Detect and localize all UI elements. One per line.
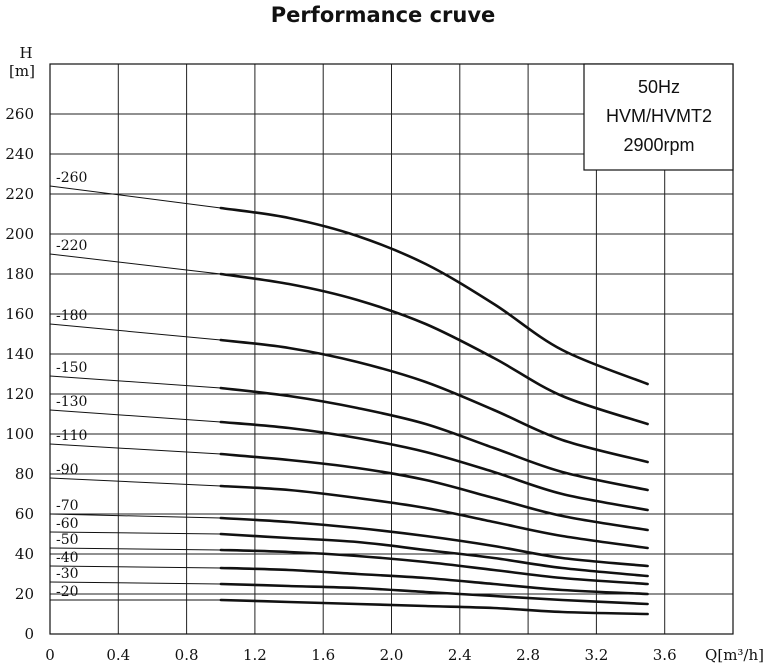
y-tick-label: 120 (5, 385, 34, 403)
series-m70: -70 (49, 498, 649, 568)
info-box: 50Hz HVM/HVMT2 2900rpm (583, 63, 734, 171)
series-label: -90 (56, 462, 79, 478)
y-tick-label: 0 (24, 625, 34, 643)
y-tick-label: 80 (15, 465, 34, 483)
series-lead-line (49, 185, 221, 209)
x-tick-label: 1.6 (311, 646, 335, 664)
series-m60: -60 (49, 516, 649, 578)
series-lead-line (49, 477, 221, 487)
info-speed: 2900rpm (623, 135, 694, 155)
chart-title: Performance cruve (271, 3, 496, 27)
series-lead-line (49, 531, 221, 535)
series-m130: -130 (49, 394, 649, 512)
series-curve (219, 386, 649, 492)
series-curve (219, 532, 649, 578)
y-tick-label: 260 (5, 105, 34, 123)
series-label: -180 (56, 308, 87, 324)
x-tick-label: 3.2 (584, 646, 608, 664)
x-tick-label: 2.4 (448, 646, 472, 664)
info-box-frame (583, 63, 734, 171)
series-lead-line (49, 565, 221, 569)
series-label: -40 (56, 550, 79, 566)
x-axis-ticks: 0 0.4 0.8 1.2 1.6 2.0 2.4 2.8 3.2 3.6 (45, 646, 676, 664)
x-tick-label: 2.0 (380, 646, 404, 664)
x-tick-label: 3.6 (653, 646, 677, 664)
info-frequency: 50Hz (638, 77, 680, 97)
series-m20: -20 (50, 584, 649, 616)
series-curve (219, 452, 649, 532)
series-m90: -90 (49, 462, 649, 550)
y-tick-label: 100 (5, 425, 34, 443)
series-label: -130 (56, 394, 87, 410)
series-label: -150 (56, 360, 87, 376)
series-label: -110 (56, 428, 87, 444)
y-tick-label: 160 (5, 305, 34, 323)
series-lead-line (49, 443, 221, 455)
series-m220: -220 (49, 238, 649, 426)
series-lead-line (49, 323, 221, 341)
y-axis-unit: [m] (9, 62, 35, 80)
series-label: -220 (56, 238, 87, 254)
series-curve (219, 582, 649, 606)
series-m180: -180 (49, 308, 649, 464)
y-tick-label: 60 (15, 505, 34, 523)
series-m150: -150 (49, 360, 649, 492)
x-tick-label: 0.4 (106, 646, 130, 664)
info-model: HVM/HVMT2 (606, 106, 712, 126)
series-curve (219, 272, 649, 426)
series-m40: -40 (49, 550, 649, 596)
series-m260: -260 (49, 170, 649, 386)
y-tick-label: 140 (5, 345, 34, 363)
series-lead-line (49, 547, 221, 551)
x-tick-label: 2.8 (516, 646, 540, 664)
series-lead-line (49, 409, 221, 423)
pump-curves: -260-220-180-150-130-110-90-70-60-50-40-… (49, 170, 649, 616)
plot-frame (49, 63, 734, 635)
y-axis-label: H (19, 44, 32, 62)
series-label: -60 (56, 516, 79, 532)
series-curve (219, 338, 649, 464)
series-lead-line (49, 375, 221, 389)
series-lead-line (49, 581, 221, 585)
series-lead-line (49, 513, 221, 519)
y-tick-label: 180 (5, 265, 34, 283)
series-curve (219, 206, 649, 386)
series-lead-line (49, 253, 221, 275)
series-m30: -30 (49, 566, 649, 606)
y-tick-label: 240 (5, 145, 34, 163)
x-tick-label: 0.8 (175, 646, 199, 664)
series-curve (219, 598, 649, 616)
x-tick-label: 0 (45, 646, 55, 664)
y-tick-label: 220 (5, 185, 34, 203)
series-label: -20 (56, 584, 79, 600)
series-curve (219, 566, 649, 596)
series-label: -30 (56, 566, 79, 582)
y-axis-ticks: 0 20 40 60 80 100 120 140 160 180 200 220 240 260 (5, 105, 34, 643)
y-tick-label: 200 (5, 225, 34, 243)
y-tick-label: 20 (15, 585, 34, 603)
series-curve (219, 548, 649, 586)
series-m50: -50 (49, 532, 649, 586)
series-curve (219, 484, 649, 550)
series-curve (219, 420, 649, 512)
series-label: -260 (56, 170, 87, 186)
series-label: -70 (56, 498, 79, 514)
series-m110: -110 (49, 428, 649, 532)
y-tick-label: 40 (15, 545, 34, 563)
series-curve (219, 516, 649, 568)
series-label: -50 (56, 532, 79, 548)
x-axis-label: Q[m³/h] (705, 646, 764, 664)
x-tick-label: 1.2 (243, 646, 267, 664)
